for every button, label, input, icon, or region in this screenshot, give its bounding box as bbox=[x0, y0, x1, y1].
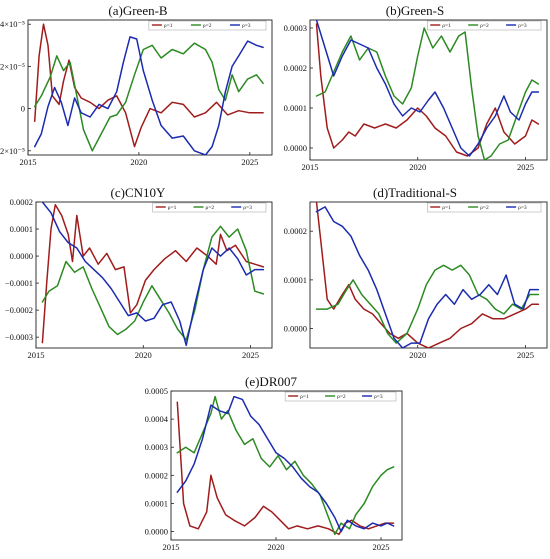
panel-e-series-rho2-line bbox=[176, 395, 395, 536]
panel-a-legend-label: ρ=2 bbox=[203, 23, 212, 29]
panel-d-legend: ρ=1 ρ=2 ρ=3 bbox=[426, 202, 542, 213]
panel-c-legend-box bbox=[152, 202, 267, 213]
panel-a-xtick-label: 2020 bbox=[130, 157, 147, 167]
panel-c-legend-label: ρ=2 bbox=[205, 205, 214, 211]
panel-d-ytick-label: 0.0001 bbox=[284, 275, 307, 285]
panel-c-cn10y: (c)CN10Y −0.0003 −0.0002 −0.0001 0.0000 0.00… bbox=[5, 185, 273, 360]
panel-a-ytick-label: 0 bbox=[21, 104, 25, 114]
panel-e-legend-label: ρ=3 bbox=[374, 394, 383, 400]
panel-d-series-group bbox=[315, 202, 540, 348]
panel-a-ytick-label: 2×10⁻⁵ bbox=[0, 61, 25, 71]
panel-c-xtick-label: 2025 bbox=[242, 350, 259, 360]
panel-b-series-rho1-line bbox=[315, 23, 540, 157]
panel-c-series-rho2-line bbox=[41, 225, 265, 341]
panel-c-ytick-label: 0.0002 bbox=[10, 197, 33, 207]
panel-a-series-rho3-line bbox=[33, 36, 264, 155]
panel-d-legend-label: ρ=2 bbox=[480, 205, 489, 211]
panel-d-traditional-s: (d)Traditional-S 0.0000 0.0001 0.0002 2020 2… bbox=[284, 185, 548, 360]
panel-e-ytick-label: 0.0004 bbox=[145, 414, 169, 424]
panel-b-frame bbox=[309, 19, 548, 161]
panel-c-ytick-label: 0.0001 bbox=[10, 224, 33, 234]
panel-e-ytick-label: 0.0002 bbox=[145, 470, 168, 480]
panel-e-legend-label: ρ=1 bbox=[300, 394, 309, 400]
panel-e-ytick-label: 0.0003 bbox=[145, 442, 168, 452]
panel-a-xtick-label: 2025 bbox=[241, 157, 258, 167]
panel-e-ytick-label: 0.0005 bbox=[145, 386, 168, 396]
panel-d-legend-label: ρ=3 bbox=[518, 205, 527, 211]
panel-b-ytick-label: 0.0002 bbox=[284, 63, 307, 73]
panel-d-frame bbox=[309, 201, 548, 349]
panel-e-frame bbox=[170, 390, 403, 541]
panel-b-legend-label: ρ=1 bbox=[442, 23, 451, 29]
panel-e-xtick-label: 2025 bbox=[373, 542, 390, 552]
panel-c-series-rho1-line bbox=[41, 203, 265, 344]
panel-a-frame bbox=[27, 19, 273, 156]
panel-c-xtick-label: 2020 bbox=[135, 350, 152, 360]
panel-d-series-rho1-line bbox=[315, 202, 540, 348]
panel-c-series-rho3-line bbox=[41, 202, 265, 347]
panel-a-legend-label: ρ=3 bbox=[242, 23, 251, 29]
panel-b-legend-label: ρ=2 bbox=[480, 23, 489, 29]
panel-a-legend: ρ=1 ρ=2 ρ=3 bbox=[148, 20, 267, 31]
panel-d-series-rho3-line bbox=[315, 206, 540, 348]
panel-e-xtick-label: 2020 bbox=[268, 542, 285, 552]
panel-a-title: (a)Green-B bbox=[108, 3, 168, 18]
panel-b-xtick-label: 2015 bbox=[302, 162, 319, 172]
panel-b-series-rho3-line bbox=[315, 20, 540, 157]
panel-e-title: (e)DR007 bbox=[245, 374, 297, 389]
panel-a-series-rho1-line bbox=[33, 23, 264, 148]
panel-d-xtick-label: 2025 bbox=[517, 350, 534, 360]
panel-d-series-rho2-line bbox=[315, 264, 540, 344]
panel-d-title: (d)Traditional-S bbox=[373, 185, 457, 200]
panel-a-legend-box bbox=[148, 20, 267, 31]
panel-e-legend-label: ρ=2 bbox=[337, 394, 346, 400]
panel-e-ytick-label: 0.0001 bbox=[145, 498, 168, 508]
panel-b-xtick-label: 2025 bbox=[517, 162, 534, 172]
panel-a-legend-label: ρ=1 bbox=[164, 23, 173, 29]
panel-e-series-rho1-line bbox=[176, 401, 395, 536]
panel-d-xtick-label: 2020 bbox=[409, 350, 426, 360]
panel-c-series-group bbox=[41, 202, 265, 347]
panel-b-title: (b)Green-S bbox=[386, 3, 444, 18]
panel-b-ytick-label: 0.0001 bbox=[284, 103, 307, 113]
panel-b-legend-label: ρ=3 bbox=[518, 23, 527, 29]
panel-b-xtick-label: 2020 bbox=[409, 162, 426, 172]
panel-e-dr007: (e)DR007 0.0000 0.0001 0.0002 0.0003 0.0004 0… bbox=[145, 374, 403, 552]
panel-c-legend-label: ρ=3 bbox=[243, 205, 252, 211]
panel-a-ytick-label: −2×10⁻⁵ bbox=[0, 146, 25, 156]
panel-b-legend: ρ=1 ρ=2 ρ=3 bbox=[426, 20, 542, 31]
panel-d-legend-box bbox=[426, 202, 542, 213]
panel-c-xtick-label: 2015 bbox=[28, 350, 45, 360]
panel-c-legend: ρ=1 ρ=2 ρ=3 bbox=[152, 202, 267, 213]
panel-e-series-group bbox=[176, 395, 395, 536]
panel-d-ytick-label: 0.0000 bbox=[284, 324, 307, 334]
panel-e-series-rho3-line bbox=[176, 395, 395, 533]
panel-a-ytick-label: 4×10⁻⁵ bbox=[0, 19, 25, 29]
panel-c-frame bbox=[35, 201, 273, 349]
panel-b-legend-box bbox=[426, 20, 542, 31]
panel-b-ytick-label: 0.0003 bbox=[284, 23, 307, 33]
panel-b-series-rho2-line bbox=[315, 27, 540, 160]
panel-c-legend-label: ρ=1 bbox=[168, 205, 177, 211]
panel-e-xtick-label: 2015 bbox=[163, 542, 180, 552]
panel-b-series-group bbox=[315, 20, 540, 160]
panel-c-ytick-label: −0.0001 bbox=[5, 278, 33, 288]
panel-c-ytick-label: −0.0003 bbox=[5, 332, 33, 342]
panel-a-series-group bbox=[33, 23, 264, 155]
panel-d-legend-label: ρ=1 bbox=[442, 205, 451, 211]
panel-d-ytick-label: 0.0002 bbox=[284, 226, 307, 236]
panel-c-ytick-label: −0.0002 bbox=[5, 305, 33, 315]
panel-c-title: (c)CN10Y bbox=[111, 185, 166, 200]
panel-e-legend: ρ=1 ρ=2 ρ=3 bbox=[284, 391, 397, 402]
panel-b-ytick-label: 0.0000 bbox=[284, 143, 307, 153]
panel-e-ytick-label: 0.0000 bbox=[145, 527, 168, 537]
panel-a-green-b: (a)Green-B −2×10⁻⁵ 0 2×10⁻⁵ 4×10⁻⁵ 2015 2020 2… bbox=[0, 3, 273, 167]
panel-e-legend-box bbox=[284, 391, 397, 402]
panel-b-green-s: (b)Green-S 0.0000 0.0001 0.0002 0.0003 2015 2… bbox=[284, 3, 548, 172]
panel-a-series-rho2-line bbox=[33, 42, 264, 152]
panel-a-xtick-label: 2015 bbox=[20, 157, 37, 167]
panel-c-ytick-label: 0.0000 bbox=[10, 251, 33, 261]
